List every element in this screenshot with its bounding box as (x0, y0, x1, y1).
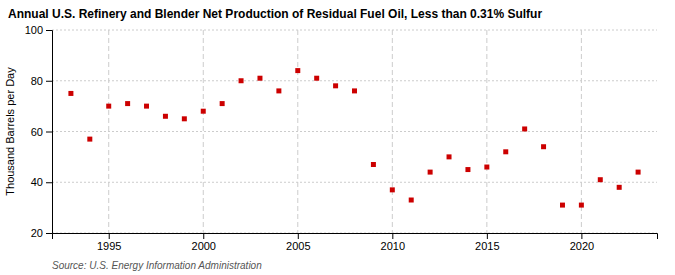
tick-mark (46, 132, 52, 133)
tick-label: 2010 (381, 240, 405, 252)
x-grid-line (108, 30, 109, 233)
tick-label: 2020 (570, 240, 594, 252)
point (428, 170, 433, 175)
tick-mark (46, 233, 52, 234)
tick: 40 (31, 176, 52, 188)
point (201, 109, 206, 114)
point (257, 76, 262, 81)
point (182, 116, 187, 121)
point (636, 170, 641, 175)
tick: 80 (31, 75, 52, 87)
y-grid-line (52, 131, 657, 132)
chart: 19952000200520102015202020406080100Thous… (0, 0, 675, 275)
x-grid-line (581, 30, 582, 233)
point (163, 114, 168, 119)
point (371, 162, 376, 167)
tick-mark (203, 233, 204, 239)
tick-label: 80 (31, 75, 43, 87)
tick-mark (392, 233, 393, 239)
points (68, 68, 640, 207)
tick: 1995 (97, 233, 121, 252)
tick: 2000 (192, 233, 216, 252)
tick-label: 40 (31, 176, 43, 188)
y-grid-line (52, 30, 657, 31)
grid (52, 30, 657, 233)
point (541, 144, 546, 149)
tick: 100 (25, 24, 52, 36)
tick-label: 60 (31, 126, 43, 138)
tick-mark (46, 81, 52, 82)
x-grid-line (203, 30, 204, 233)
y-grid-line (52, 80, 657, 81)
point (295, 68, 300, 73)
tick-label: 1995 (97, 240, 121, 252)
x-grid-line (297, 30, 298, 233)
point (484, 165, 489, 170)
tick-label: 20 (31, 227, 43, 239)
point (125, 101, 130, 106)
tick-mark (109, 233, 110, 239)
y-grid-line (52, 182, 657, 183)
tick-label: 2015 (475, 240, 499, 252)
tick-mark (581, 233, 582, 239)
tick: 2020 (570, 233, 594, 252)
point (617, 185, 622, 190)
point (390, 187, 395, 192)
point (239, 78, 244, 83)
x-grid-line (392, 30, 393, 233)
tick-mark (487, 233, 488, 239)
point (579, 203, 584, 208)
point (447, 154, 452, 159)
point (352, 88, 357, 93)
point (465, 167, 470, 172)
title: Annual U.S. Refinery and Blender Net Pro… (8, 7, 542, 21)
tick: 2015 (475, 233, 499, 252)
point (560, 203, 565, 208)
tick-label: 100 (25, 24, 43, 36)
point (409, 198, 414, 203)
tick: 2010 (381, 233, 405, 252)
tick: 2005 (286, 233, 310, 252)
point (333, 83, 338, 88)
point (144, 104, 149, 109)
source-note: Source: U.S. Energy Information Administ… (52, 260, 262, 271)
y-axis: 20 40 60 80 100 (25, 24, 53, 239)
point (220, 101, 225, 106)
axis-line (53, 234, 658, 240)
axis-line (46, 31, 53, 234)
point (68, 91, 73, 96)
point (106, 104, 111, 109)
y-axis-title: Thousand Barrels per Day (4, 67, 16, 196)
plot-area: 19952000200520102015202020406080100 (25, 24, 658, 252)
x-axis: 1995 2000 2005 2010 2015 2020 (53, 233, 658, 252)
tick-mark (46, 30, 52, 31)
tick-label: 2000 (192, 240, 216, 252)
point (598, 177, 603, 182)
x-grid-line (486, 30, 487, 233)
tick: 20 (31, 227, 52, 239)
tick: 60 (31, 126, 52, 138)
point (87, 137, 92, 142)
point (276, 88, 281, 93)
point (503, 149, 508, 154)
tick-label: 2005 (286, 240, 310, 252)
tick-mark (46, 182, 52, 183)
tick-mark (298, 233, 299, 239)
point (314, 76, 319, 81)
point (522, 126, 527, 131)
